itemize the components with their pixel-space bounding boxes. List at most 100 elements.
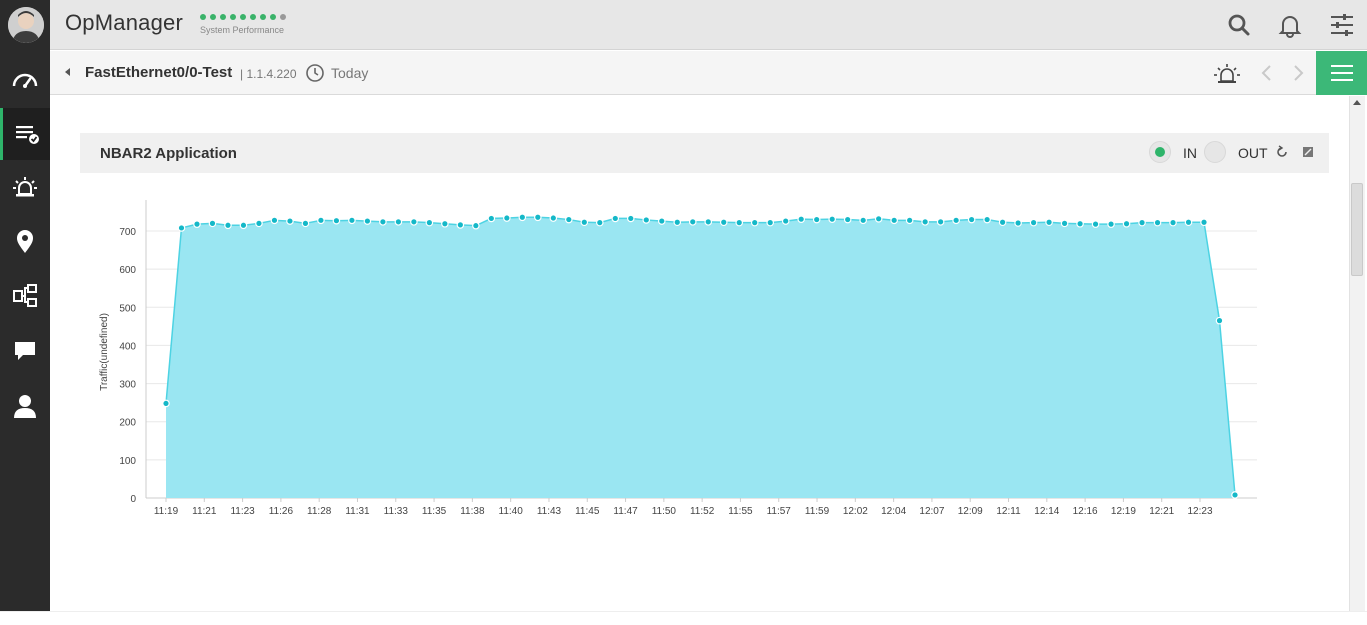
- sidebar-item-workflow[interactable]: [0, 270, 50, 322]
- traffic-area-chart: 0 100 200 300 400 500 600 700 11:19 11:21 11:23 11:…: [99, 200, 1257, 517]
- data-point: [425, 218, 434, 227]
- data-point: [177, 224, 186, 232]
- data-point: [1169, 218, 1177, 227]
- interface-name: FastEthernet0/0-Test: [85, 64, 233, 81]
- panel-title: NBAR2 Application: [100, 145, 237, 162]
- x-tick-label: 11:38: [460, 506, 485, 517]
- chevron-left-icon[interactable]: [1258, 63, 1276, 83]
- x-tick-label: 11:47: [613, 506, 638, 517]
- y-tick-label: 300: [119, 380, 136, 391]
- data-point: [766, 218, 775, 227]
- in-radio[interactable]: [1149, 141, 1171, 163]
- data-point: [332, 216, 341, 225]
- x-tick-label: 11:31: [345, 506, 370, 517]
- hamburger-menu-button[interactable]: [1316, 51, 1367, 95]
- scrollbar-track[interactable]: [1349, 96, 1365, 611]
- data-point: [921, 218, 929, 226]
- x-tick-label: 12:16: [1073, 506, 1098, 517]
- sidebar-item-chat[interactable]: [0, 324, 50, 376]
- x-tick-label: 12:14: [1034, 506, 1059, 517]
- chevron-right-icon[interactable]: [1289, 63, 1307, 83]
- clock-icon[interactable]: [305, 63, 325, 83]
- data-point: [162, 399, 170, 408]
- data-point: [534, 213, 542, 222]
- data-point: [952, 216, 960, 225]
- data-point: [441, 219, 449, 228]
- y-tick-label: 0: [130, 494, 136, 505]
- data-point: [595, 218, 604, 227]
- left-sidebar: [0, 0, 50, 611]
- data-point: [239, 221, 248, 230]
- y-tick-label: 700: [119, 227, 136, 238]
- out-radio[interactable]: [1204, 141, 1226, 163]
- sidebar-item-dashboard[interactable]: [0, 54, 50, 106]
- y-tick-label: 100: [119, 456, 136, 467]
- data-point: [503, 214, 511, 222]
- data-point: [1122, 219, 1131, 228]
- settings-sliders-icon[interactable]: [1328, 11, 1356, 39]
- out-label[interactable]: OUT: [1238, 145, 1268, 161]
- x-tick-label: 11:40: [499, 506, 524, 517]
- sidebar-item-maps[interactable]: [0, 216, 50, 268]
- alarm-icon[interactable]: [1212, 61, 1242, 87]
- user-avatar[interactable]: [8, 7, 44, 43]
- system-performance-label: System Performance: [200, 25, 285, 35]
- data-point: [1215, 316, 1224, 325]
- data-point: [626, 214, 635, 223]
- data-point: [704, 218, 713, 226]
- sidebar-item-alarms[interactable]: [0, 162, 50, 214]
- data-point: [208, 219, 217, 228]
- time-period-label[interactable]: Today: [331, 65, 369, 81]
- chat-bubble-icon: [15, 342, 35, 360]
- data-point: [270, 216, 279, 225]
- data-point: [1231, 491, 1239, 499]
- x-tick-label: 11:23: [230, 506, 255, 517]
- data-point: [673, 218, 682, 227]
- data-point: [859, 216, 867, 225]
- data-point: [1138, 218, 1146, 227]
- data-point: [1060, 219, 1069, 228]
- ip-address: 1.1.4.220: [246, 67, 297, 81]
- in-label[interactable]: IN: [1183, 145, 1197, 161]
- data-point: [828, 215, 836, 223]
- search-icon[interactable]: [1225, 11, 1253, 39]
- x-tick-label: 12:02: [843, 506, 868, 517]
- sidebar-item-users[interactable]: [0, 380, 50, 432]
- series-line: [165, 216, 1236, 496]
- x-tick-label: 11:43: [537, 506, 562, 517]
- data-point: [317, 216, 325, 225]
- device-subheader: FastEthernet0/0-Test | 1.1.4.220 Today: [50, 51, 1367, 95]
- x-tick-label: 12:21: [1149, 506, 1174, 517]
- app-title[interactable]: OpManager: [65, 10, 183, 35]
- scroll-up-arrow-icon[interactable]: [1353, 100, 1361, 105]
- nbar-panel-header: NBAR2 Application IN OUT: [80, 133, 1329, 173]
- data-point: [642, 216, 651, 224]
- data-point: [936, 218, 945, 226]
- expand-icon[interactable]: [1302, 146, 1314, 158]
- top-header: OpManager System Performance: [50, 0, 1367, 50]
- data-point: [657, 217, 666, 225]
- x-tick-label: 12:11: [996, 506, 1021, 517]
- x-tick-label: 11:19: [154, 506, 179, 517]
- x-tick-label: 11:26: [269, 506, 294, 517]
- data-point: [998, 218, 1007, 227]
- bell-icon[interactable]: [1276, 11, 1304, 39]
- data-point: [688, 218, 697, 226]
- data-point: [410, 218, 418, 226]
- refresh-icon[interactable]: [1275, 145, 1289, 159]
- data-point: [224, 221, 232, 230]
- back-arrow-icon[interactable]: [65, 68, 70, 76]
- x-tick-label: 11:35: [422, 506, 447, 517]
- interface-ip: | 1.1.4.220: [240, 67, 297, 81]
- scrollbar-thumb[interactable]: [1351, 183, 1363, 276]
- data-point: [843, 215, 852, 224]
- x-tick-label: 11:59: [805, 506, 830, 517]
- bottom-strip: [0, 611, 1367, 625]
- sidebar-item-inventory[interactable]: [0, 108, 50, 160]
- data-point: [580, 218, 589, 227]
- data-point: [905, 216, 914, 225]
- y-tick-label: 200: [119, 418, 136, 429]
- system-performance-dots[interactable]: [200, 14, 286, 20]
- data-point: [967, 215, 976, 224]
- data-point: [518, 213, 527, 222]
